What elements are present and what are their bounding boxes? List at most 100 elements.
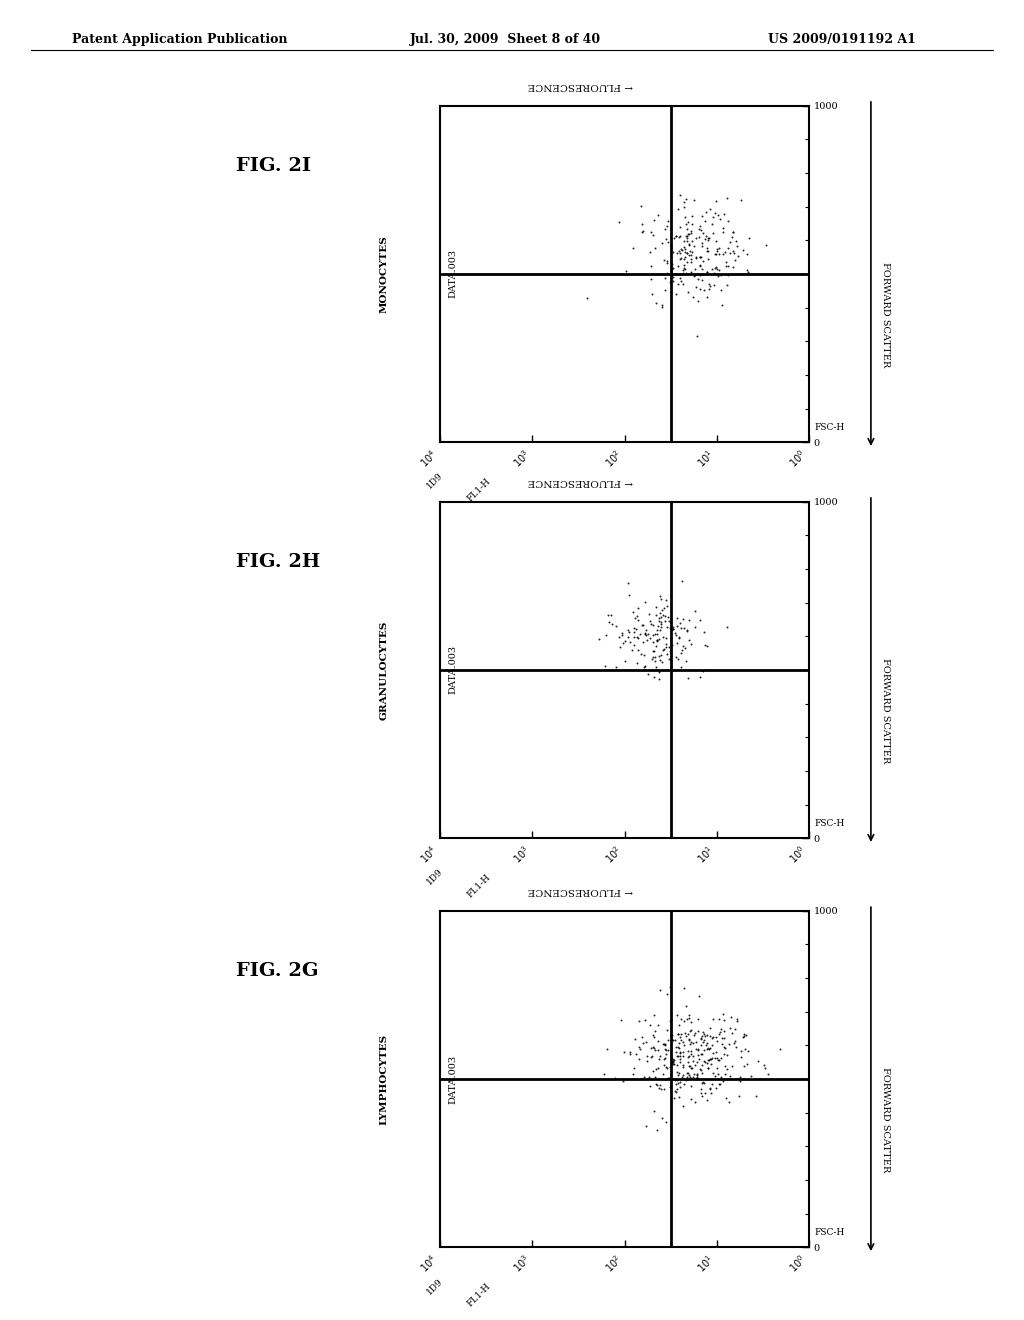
Point xyxy=(678,1067,694,1088)
Point xyxy=(678,1069,694,1090)
Point xyxy=(695,661,712,682)
Point xyxy=(648,1073,665,1094)
Point xyxy=(678,1068,694,1089)
Point xyxy=(632,623,648,644)
Point xyxy=(669,1041,685,1063)
Point xyxy=(656,1039,673,1060)
Point xyxy=(681,240,697,261)
Point xyxy=(657,268,674,289)
Point xyxy=(655,598,672,619)
Point xyxy=(708,1027,724,1048)
Point xyxy=(665,1048,681,1069)
Point xyxy=(630,609,646,630)
Point xyxy=(705,1035,721,1056)
Point xyxy=(700,1049,717,1071)
Point xyxy=(726,243,742,264)
Point xyxy=(627,627,643,648)
Point xyxy=(709,240,725,261)
Point xyxy=(717,1056,733,1077)
Point xyxy=(689,1067,706,1088)
Point xyxy=(672,185,688,206)
Point xyxy=(645,1038,662,1059)
Point xyxy=(694,235,711,256)
Point xyxy=(635,615,651,636)
Point xyxy=(645,631,662,652)
Point xyxy=(640,664,656,685)
Point xyxy=(643,256,659,277)
Text: ← FLUORESCENCE: ← FLUORESCENCE xyxy=(527,886,633,895)
Point xyxy=(630,598,646,619)
Point xyxy=(709,1057,725,1078)
Point xyxy=(651,602,668,623)
Point xyxy=(663,639,679,660)
Point xyxy=(626,622,642,643)
Point xyxy=(687,1055,703,1076)
Point xyxy=(674,1067,690,1088)
Point xyxy=(646,623,663,644)
Point xyxy=(678,995,694,1016)
Point xyxy=(709,231,725,252)
Point xyxy=(686,1063,702,1084)
Point xyxy=(686,616,702,638)
Point xyxy=(674,239,690,260)
Point xyxy=(691,264,708,285)
Point xyxy=(719,616,735,638)
Point xyxy=(692,255,709,276)
Point xyxy=(734,240,751,261)
Point xyxy=(734,1026,751,1047)
Point xyxy=(702,1077,719,1098)
Point xyxy=(640,1067,656,1088)
Point xyxy=(703,1027,720,1048)
Point xyxy=(664,235,680,256)
Point xyxy=(652,649,669,671)
Point xyxy=(672,1077,688,1098)
Point xyxy=(733,189,750,210)
Point xyxy=(655,1064,672,1085)
Point xyxy=(613,622,630,643)
Point xyxy=(658,595,675,616)
Point xyxy=(659,643,676,664)
Point xyxy=(672,1045,688,1067)
Text: DATA.003: DATA.003 xyxy=(449,1055,457,1104)
Point xyxy=(664,253,680,275)
Point xyxy=(722,1018,738,1039)
Point xyxy=(610,213,627,234)
Point xyxy=(732,1071,749,1092)
Point xyxy=(614,1071,631,1092)
Point xyxy=(676,257,692,279)
Point xyxy=(683,1011,699,1032)
Point xyxy=(696,210,713,231)
Point xyxy=(664,1052,680,1073)
Text: FORWARD SCATTER: FORWARD SCATTER xyxy=(882,261,890,367)
Point xyxy=(703,1053,720,1074)
Point xyxy=(675,1053,691,1074)
Point xyxy=(694,251,711,272)
Point xyxy=(675,609,691,630)
Point xyxy=(691,667,708,688)
Point xyxy=(656,219,673,240)
Point xyxy=(708,190,724,211)
Point xyxy=(711,1073,727,1094)
Point xyxy=(737,1038,754,1059)
Point xyxy=(664,189,680,210)
Point xyxy=(722,243,738,264)
Point xyxy=(715,243,731,264)
Point xyxy=(647,605,664,626)
Point xyxy=(652,585,669,606)
Point xyxy=(645,209,662,230)
Point xyxy=(679,227,695,248)
Point xyxy=(660,1067,677,1088)
Point xyxy=(667,1088,683,1109)
Point xyxy=(657,1039,674,1060)
Point xyxy=(665,1052,681,1073)
Point xyxy=(690,268,707,289)
Point xyxy=(673,1030,689,1051)
Point xyxy=(672,268,688,289)
Point xyxy=(699,1057,716,1078)
Point xyxy=(658,1057,675,1078)
Point xyxy=(718,255,734,276)
Point xyxy=(612,1010,629,1031)
Point xyxy=(719,187,735,209)
Point xyxy=(692,1028,709,1049)
Point xyxy=(722,1065,738,1086)
